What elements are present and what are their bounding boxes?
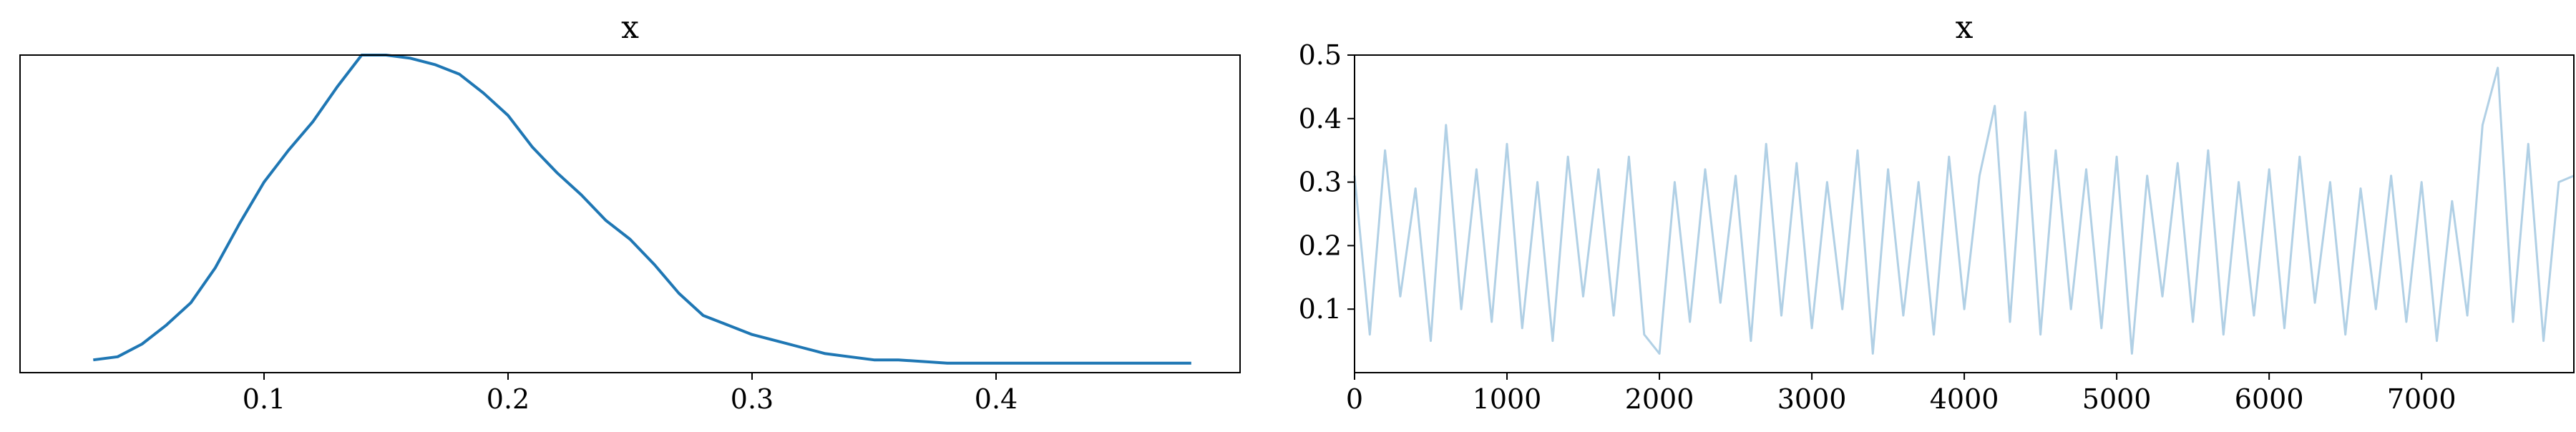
kde-panel: x 0.1 0.2 0.3 0.4 [19,9,1241,415]
panel-title: x [1956,9,1974,46]
series-line [93,54,1191,365]
x-tick-label: 0.4 [975,383,1018,415]
x-tick-label: 7000 [2387,383,2457,415]
x-tick-label: 4000 [1930,383,1999,415]
y-tick-label: 0.5 [1299,39,1342,71]
series-line [1353,67,2575,355]
x-tick-label: 1000 [1473,383,1542,415]
axes-frame [1354,54,2575,373]
x-tick-label: 0.3 [731,383,774,415]
x-tick-label: 0 [1346,383,1363,415]
axes-frame [19,54,1241,373]
x-tick-label: 2000 [1625,383,1694,415]
x-tick-label: 3000 [1777,383,1847,415]
y-tick-label: 0.4 [1299,103,1342,134]
y-tick-label: 0.1 [1299,293,1342,325]
x-tick-label: 5000 [2082,383,2152,415]
x-tick-label: 6000 [2235,383,2304,415]
y-tick-label: 0.2 [1299,230,1342,261]
x-tick-label: 0.2 [487,383,530,415]
panel-title: x [621,9,639,46]
x-tick-label: 0.1 [243,383,286,415]
y-tick-label: 0.3 [1299,167,1342,198]
trace-panel: x 0 1000 2000 3000 4000 5000 6000 7000 0.1 0.2 0.3 0… [1299,9,2575,415]
